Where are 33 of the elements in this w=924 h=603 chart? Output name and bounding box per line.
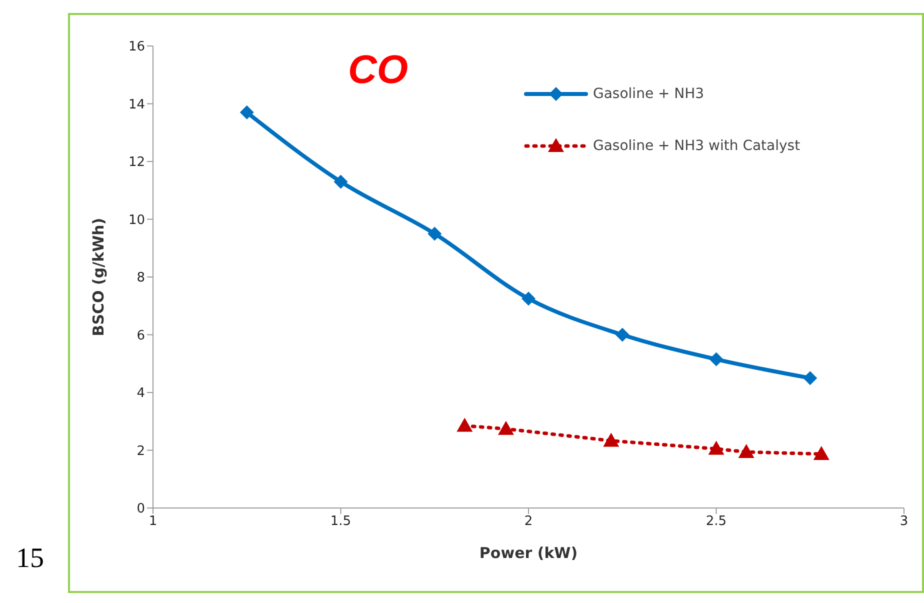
point — [803, 371, 818, 386]
legend-label: Gasoline + NH3 — [593, 86, 704, 102]
point — [738, 444, 754, 458]
point — [708, 440, 724, 455]
y-tick-label: 4 — [136, 386, 145, 402]
x-tick-label: 1.5 — [330, 514, 352, 530]
y-tick-label: 14 — [128, 97, 145, 112]
y-tick-label: 6 — [136, 328, 145, 344]
point — [240, 105, 254, 120]
x-tick-label: 2 — [524, 514, 533, 530]
point — [456, 418, 473, 432]
x-tick-label: 3 — [900, 514, 908, 530]
point — [813, 446, 830, 460]
point — [615, 328, 630, 342]
text: 15 — [16, 543, 44, 575]
x-tick-label: 1 — [148, 514, 158, 530]
chart-title: CO — [348, 48, 408, 93]
point — [428, 226, 442, 241]
point — [709, 352, 724, 366]
x-tick-label: 2.5 — [706, 514, 727, 530]
x-axis-title: Power (kW) — [479, 544, 578, 562]
point — [498, 420, 514, 435]
y-tick-label: 2 — [136, 444, 145, 459]
y-tick-label: 16 — [128, 40, 145, 55]
point — [522, 292, 536, 306]
point — [334, 174, 348, 189]
y-tick-label: 0 — [136, 502, 145, 517]
y-tick-label: 8 — [136, 270, 145, 286]
legend-label: Gasoline + NH3 with Catalyst — [593, 138, 800, 154]
y-axis-title: BSCO (g/kWh) — [89, 218, 108, 336]
point — [603, 432, 620, 447]
y-tick-label: 12 — [128, 155, 145, 170]
y-tick-label: 10 — [128, 212, 145, 228]
